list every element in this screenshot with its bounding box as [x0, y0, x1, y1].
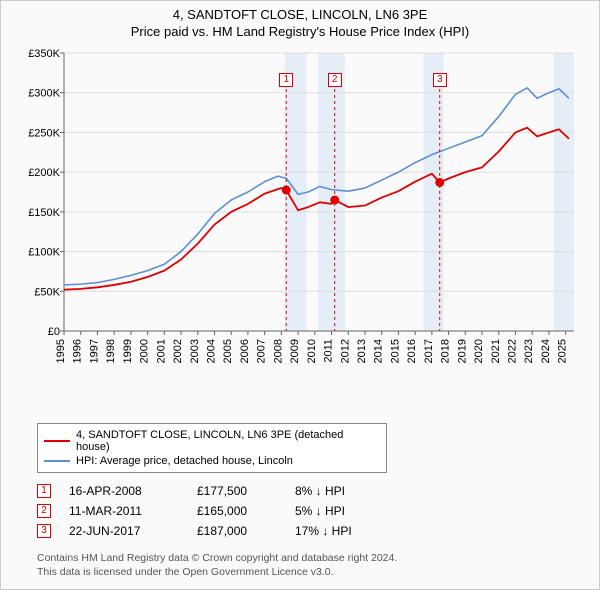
svg-text:£350K: £350K — [28, 48, 60, 60]
sale-date: 22-JUN-2017 — [69, 524, 179, 538]
svg-text:2008: 2008 — [272, 339, 284, 363]
svg-text:2023: 2023 — [523, 339, 535, 363]
svg-text:2021: 2021 — [490, 339, 502, 363]
svg-text:2001: 2001 — [155, 339, 167, 363]
svg-text:2005: 2005 — [222, 339, 234, 363]
legend-label: 4, SANDTOFT CLOSE, LINCOLN, LN6 3PE (det… — [76, 429, 380, 453]
footer: Contains HM Land Registry data © Crown c… — [37, 551, 599, 579]
svg-text:2002: 2002 — [172, 339, 184, 363]
svg-text:£0: £0 — [48, 326, 60, 338]
svg-text:1996: 1996 — [72, 339, 84, 363]
svg-text:2007: 2007 — [256, 339, 268, 363]
svg-text:2024: 2024 — [540, 339, 552, 363]
sale-row: 1 16-APR-2008 £177,500 8% ↓ HPI — [37, 481, 599, 501]
chart-svg: £0 £50K £100K £150K £200K £250K £300K £350K 1995… — [20, 47, 580, 377]
svg-text:£100K: £100K — [28, 247, 60, 259]
footer-line-2: This data is licensed under the Open Gov… — [37, 565, 599, 579]
svg-text:£150K: £150K — [28, 207, 60, 219]
sale-price: £177,500 — [197, 484, 277, 498]
svg-text:£300K: £300K — [28, 88, 60, 100]
svg-text:2013: 2013 — [356, 339, 368, 363]
legend-label: HPI: Average price, detached house, Linc… — [76, 455, 293, 467]
legend-row: 4, SANDTOFT CLOSE, LINCOLN, LN6 3PE (det… — [44, 428, 380, 454]
svg-text:2012: 2012 — [339, 339, 351, 363]
sale-diff: 5% ↓ HPI — [295, 504, 385, 518]
legend-row: HPI: Average price, detached house, Linc… — [44, 454, 380, 468]
svg-text:1999: 1999 — [122, 339, 134, 363]
svg-text:2004: 2004 — [205, 339, 217, 363]
sale-diff: 17% ↓ HPI — [295, 524, 385, 538]
sale-marker-2: 2 — [328, 73, 342, 87]
sale-row-marker: 1 — [37, 484, 51, 498]
chart-title-address: 4, SANDTOFT CLOSE, LINCOLN, LN6 3PE — [1, 7, 599, 22]
svg-text:2019: 2019 — [456, 339, 468, 363]
svg-text:2025: 2025 — [557, 339, 569, 363]
sale-marker-3: 3 — [433, 73, 447, 87]
svg-text:2000: 2000 — [139, 339, 151, 363]
sale-marker-1: 1 — [279, 73, 293, 87]
svg-text:2018: 2018 — [440, 339, 452, 363]
svg-text:2015: 2015 — [389, 339, 401, 363]
sale-row-marker: 2 — [37, 504, 51, 518]
sale-row-marker: 3 — [37, 524, 51, 538]
svg-text:2010: 2010 — [306, 339, 318, 363]
svg-text:2009: 2009 — [289, 339, 301, 363]
svg-text:2014: 2014 — [373, 339, 385, 363]
chart-title-subtitle: Price paid vs. HM Land Registry's House … — [1, 24, 599, 39]
sale-date: 11-MAR-2011 — [69, 504, 179, 518]
sale-price: £165,000 — [197, 504, 277, 518]
svg-text:2016: 2016 — [406, 339, 418, 363]
sales-table: 1 16-APR-2008 £177,500 8% ↓ HPI 2 11-MAR-2011… — [37, 481, 599, 541]
svg-text:2022: 2022 — [506, 339, 518, 363]
svg-text:2003: 2003 — [189, 339, 201, 363]
svg-text:2006: 2006 — [239, 339, 251, 363]
sale-date: 16-APR-2008 — [69, 484, 179, 498]
svg-text:2011: 2011 — [323, 339, 335, 363]
footer-line-1: Contains HM Land Registry data © Crown c… — [37, 551, 599, 565]
sale-price: £187,000 — [197, 524, 277, 538]
svg-text:1995: 1995 — [55, 339, 67, 363]
svg-text:1997: 1997 — [88, 339, 100, 363]
svg-text:2017: 2017 — [423, 339, 435, 363]
chart: £0 £50K £100K £150K £200K £250K £300K £350K 1995… — [20, 47, 580, 377]
svg-text:1998: 1998 — [105, 339, 117, 363]
sale-row: 2 11-MAR-2011 £165,000 5% ↓ HPI — [37, 501, 599, 521]
svg-text:£50K: £50K — [34, 286, 60, 298]
legend-swatch — [44, 460, 70, 462]
legend: 4, SANDTOFT CLOSE, LINCOLN, LN6 3PE (det… — [37, 423, 387, 473]
svg-text:£250K: £250K — [28, 127, 60, 139]
sale-row: 3 22-JUN-2017 £187,000 17% ↓ HPI — [37, 521, 599, 541]
svg-text:2020: 2020 — [473, 339, 485, 363]
legend-swatch — [44, 440, 70, 442]
sale-diff: 8% ↓ HPI — [295, 484, 385, 498]
svg-text:£200K: £200K — [28, 167, 60, 179]
title-block: 4, SANDTOFT CLOSE, LINCOLN, LN6 3PE Pric… — [1, 1, 599, 39]
